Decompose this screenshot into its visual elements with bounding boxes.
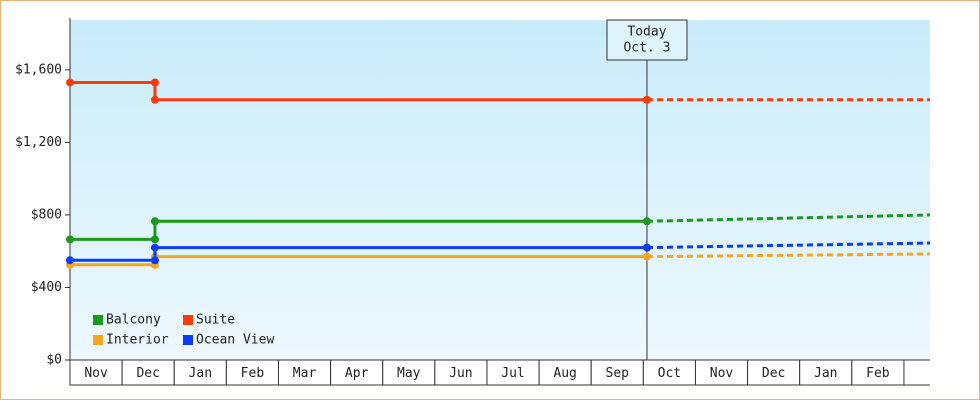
y-tick-label: $400 <box>31 280 62 295</box>
price-line <box>70 219 647 241</box>
legend-label: Balcony <box>106 313 161 328</box>
x-tick-label: May <box>397 366 421 381</box>
x-tick-label: Jul <box>501 366 524 381</box>
x-tick-label: Nov <box>84 366 108 381</box>
legend-label: Ocean View <box>196 333 274 348</box>
price-point <box>150 235 159 244</box>
legend-swatch <box>183 335 193 345</box>
x-tick-label: Jun <box>449 366 472 381</box>
x-category-cell <box>851 359 905 386</box>
x-tick-label: Apr <box>345 366 369 381</box>
price-point <box>642 243 651 252</box>
y-tick-label: $1,600 <box>15 62 62 77</box>
x-tick-label: Dec <box>136 366 159 381</box>
x-category-cell <box>277 359 332 386</box>
today-label: Today <box>627 25 666 40</box>
x-tick-label: Nov <box>710 366 734 381</box>
price-point <box>642 252 651 261</box>
plot-area <box>70 20 930 360</box>
x-category-cell <box>225 359 279 386</box>
legend-swatch <box>183 315 193 325</box>
price-point <box>66 78 74 87</box>
x-tick-label: Mar <box>293 366 317 381</box>
today-box <box>606 19 688 61</box>
price-point <box>150 78 159 87</box>
forecast-line <box>646 213 931 223</box>
legend-label: Suite <box>196 313 235 328</box>
legend-swatch <box>93 335 103 345</box>
price-point <box>66 256 74 265</box>
price-point <box>150 95 159 104</box>
x-tick-label: Oct <box>658 366 681 381</box>
price-line <box>70 81 647 102</box>
price-point <box>642 217 651 226</box>
price-point <box>642 95 651 104</box>
price-point <box>150 217 159 226</box>
x-tick-label: Jan <box>189 366 212 381</box>
x-tick-label: Feb <box>866 366 890 381</box>
x-tick-label: Jan <box>814 366 837 381</box>
y-tick-label: $0 <box>46 353 62 368</box>
x-category-cell <box>694 359 749 386</box>
price-point <box>66 235 74 244</box>
price-point <box>150 243 159 252</box>
forecast-line <box>646 241 931 250</box>
legend-swatch <box>93 315 103 325</box>
x-category-cell <box>799 359 853 386</box>
x-tick-label: Dec <box>762 366 785 381</box>
price-line <box>70 246 647 262</box>
y-tick-label: $800 <box>31 207 62 222</box>
x-category-cell <box>538 359 592 386</box>
price-point <box>150 256 159 265</box>
today-label: Oct. 3 <box>623 41 670 56</box>
forecast-line <box>646 252 931 259</box>
x-category-cell <box>69 359 123 386</box>
x-tick-label: Sep <box>606 366 630 381</box>
legend-label: Interior <box>106 333 169 348</box>
x-category-cell <box>121 359 175 386</box>
y-tick-label: $1,200 <box>15 135 62 150</box>
x-tick-label: Feb <box>241 366 265 381</box>
x-tick-label: Aug <box>553 366 576 381</box>
